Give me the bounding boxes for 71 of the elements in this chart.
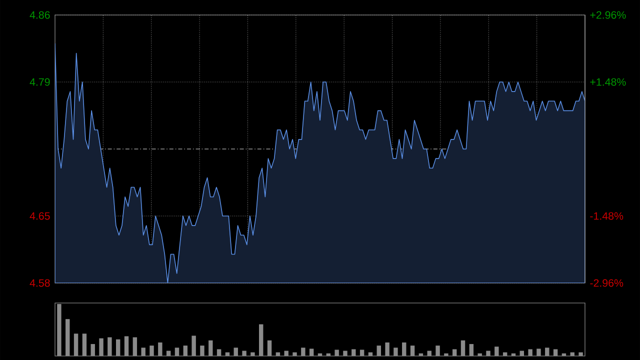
y2-tick-label: -2.96% bbox=[590, 279, 624, 287]
bar bbox=[309, 348, 314, 356]
bar bbox=[334, 350, 339, 356]
bar bbox=[502, 352, 508, 356]
y2-tick-label: +2.96% bbox=[590, 11, 626, 19]
bar bbox=[511, 353, 516, 356]
bar bbox=[267, 340, 272, 356]
bar bbox=[141, 348, 146, 356]
bar bbox=[150, 346, 154, 356]
bar bbox=[124, 336, 129, 356]
bar bbox=[385, 342, 390, 356]
bar bbox=[469, 344, 474, 356]
bar bbox=[284, 350, 288, 356]
bar bbox=[562, 353, 566, 356]
bar bbox=[427, 350, 432, 356]
bar bbox=[66, 319, 70, 356]
bar bbox=[444, 353, 448, 356]
bar bbox=[368, 352, 373, 356]
bar bbox=[553, 349, 558, 356]
bar bbox=[250, 352, 255, 356]
bar bbox=[536, 348, 541, 356]
bar bbox=[74, 334, 78, 356]
bar bbox=[57, 304, 62, 356]
bar bbox=[208, 340, 213, 356]
bar bbox=[460, 340, 466, 356]
bar bbox=[108, 337, 112, 356]
bar bbox=[452, 349, 457, 356]
bar bbox=[578, 352, 583, 356]
bar bbox=[326, 353, 331, 356]
bar bbox=[520, 350, 524, 356]
bar bbox=[225, 352, 230, 356]
y-tick-label: 4.58 bbox=[30, 279, 50, 287]
bar bbox=[376, 346, 381, 356]
y2-tick-label: +1.48% bbox=[590, 78, 626, 86]
bar bbox=[216, 349, 222, 356]
bar bbox=[394, 348, 398, 356]
bar bbox=[234, 348, 238, 356]
bar bbox=[318, 353, 322, 356]
bar bbox=[545, 348, 550, 356]
bar bbox=[192, 336, 196, 356]
bar bbox=[352, 349, 356, 356]
bar bbox=[132, 337, 138, 356]
bar bbox=[436, 346, 440, 356]
bar bbox=[486, 350, 490, 356]
y-tick-label: 4.86 bbox=[30, 11, 50, 19]
bar bbox=[116, 339, 120, 356]
bar bbox=[570, 352, 574, 356]
bar bbox=[242, 350, 246, 356]
bar bbox=[259, 324, 264, 356]
bar bbox=[292, 352, 297, 356]
bar bbox=[90, 344, 95, 356]
bar bbox=[343, 350, 348, 356]
y2-tick-label: -1.48% bbox=[590, 212, 624, 220]
bar bbox=[528, 349, 532, 356]
bar bbox=[402, 342, 406, 356]
bar bbox=[200, 346, 204, 356]
bar bbox=[494, 346, 499, 356]
bar bbox=[82, 334, 87, 356]
bar bbox=[99, 338, 104, 356]
bar bbox=[276, 352, 280, 356]
bar bbox=[174, 348, 180, 356]
bar bbox=[158, 342, 162, 356]
bar bbox=[410, 346, 415, 356]
bar bbox=[301, 348, 306, 356]
y-tick-label: 4.79 bbox=[30, 78, 50, 86]
bar bbox=[418, 353, 424, 356]
y-tick-label: 4.65 bbox=[30, 212, 50, 220]
bar bbox=[166, 350, 171, 356]
bar bbox=[183, 346, 188, 356]
bar bbox=[360, 350, 364, 356]
bar bbox=[478, 353, 482, 356]
